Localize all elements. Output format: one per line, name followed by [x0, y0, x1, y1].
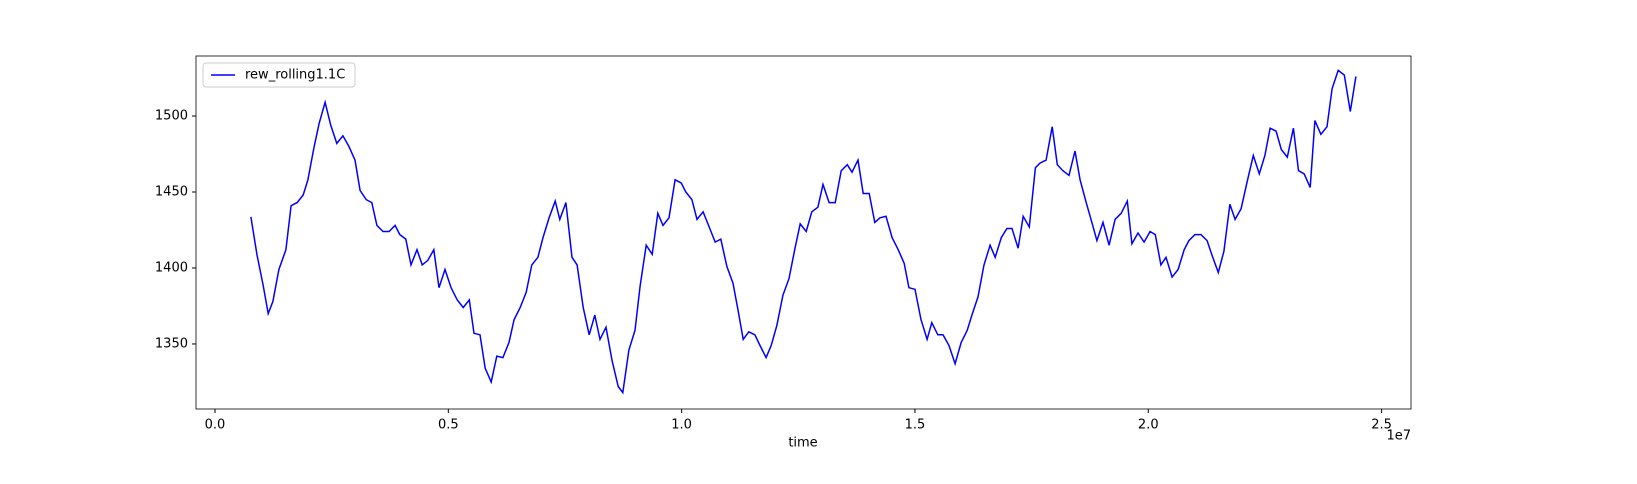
- y-tick-label: 1400: [155, 260, 188, 275]
- x-offset-label: 1e7: [1386, 429, 1411, 444]
- y-tick-label: 1350: [155, 336, 188, 351]
- legend-label: rew_rolling1.1C: [245, 68, 345, 83]
- x-tick-label: 1.5: [905, 418, 926, 433]
- x-tick-label: 0.0: [205, 418, 226, 433]
- plot-frame: [195, 55, 1412, 410]
- y-tick-label: 1450: [155, 185, 188, 200]
- data-line: [250, 69, 1357, 395]
- x-tick-label: 2.5: [1371, 418, 1392, 433]
- x-tick-label: 1.0: [671, 418, 692, 433]
- x-tick-label: 0.5: [438, 418, 459, 433]
- x-tick-label: 2.0: [1138, 418, 1159, 433]
- x-axis-label: time: [788, 436, 817, 451]
- legend-box: [202, 62, 356, 88]
- y-tick-label: 1500: [155, 109, 188, 124]
